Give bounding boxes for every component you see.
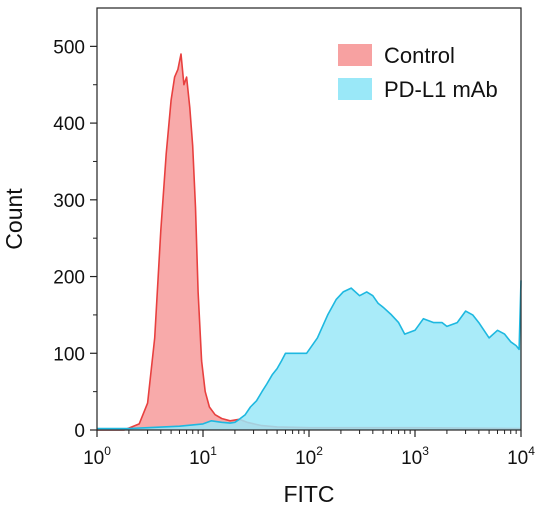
legend-label: PD-L1 mAb xyxy=(384,77,498,102)
x-tick-label: 102 xyxy=(295,444,323,469)
series-layer xyxy=(97,53,522,431)
y-tick-label: 0 xyxy=(74,421,85,442)
y-tick-label: 200 xyxy=(53,268,85,289)
legend-swatch xyxy=(338,44,372,66)
y-tick-label: 500 xyxy=(53,37,85,58)
y-axis-label: Count xyxy=(1,188,27,250)
y-tick-label: 300 xyxy=(53,191,85,212)
x-axis-label: FITC xyxy=(283,481,334,507)
x-tick-label: 100 xyxy=(83,444,111,469)
legend: Control PD-L1 mAb xyxy=(338,43,498,102)
legend-swatch xyxy=(338,78,372,100)
y-tick-label: 400 xyxy=(53,114,85,135)
y-axis: 0 100 200 300 400 500 xyxy=(53,37,97,442)
y-tick-label: 100 xyxy=(53,344,85,365)
x-tick-label: 104 xyxy=(507,444,535,469)
x-tick-label: 103 xyxy=(401,444,429,469)
series-area-1 xyxy=(97,280,521,430)
legend-label: Control xyxy=(384,43,455,68)
x-axis: 100 101 102 103 104 xyxy=(83,430,535,469)
series-area-0 xyxy=(97,54,521,430)
x-tick-label: 101 xyxy=(189,444,217,469)
series-line-1 xyxy=(97,280,522,430)
